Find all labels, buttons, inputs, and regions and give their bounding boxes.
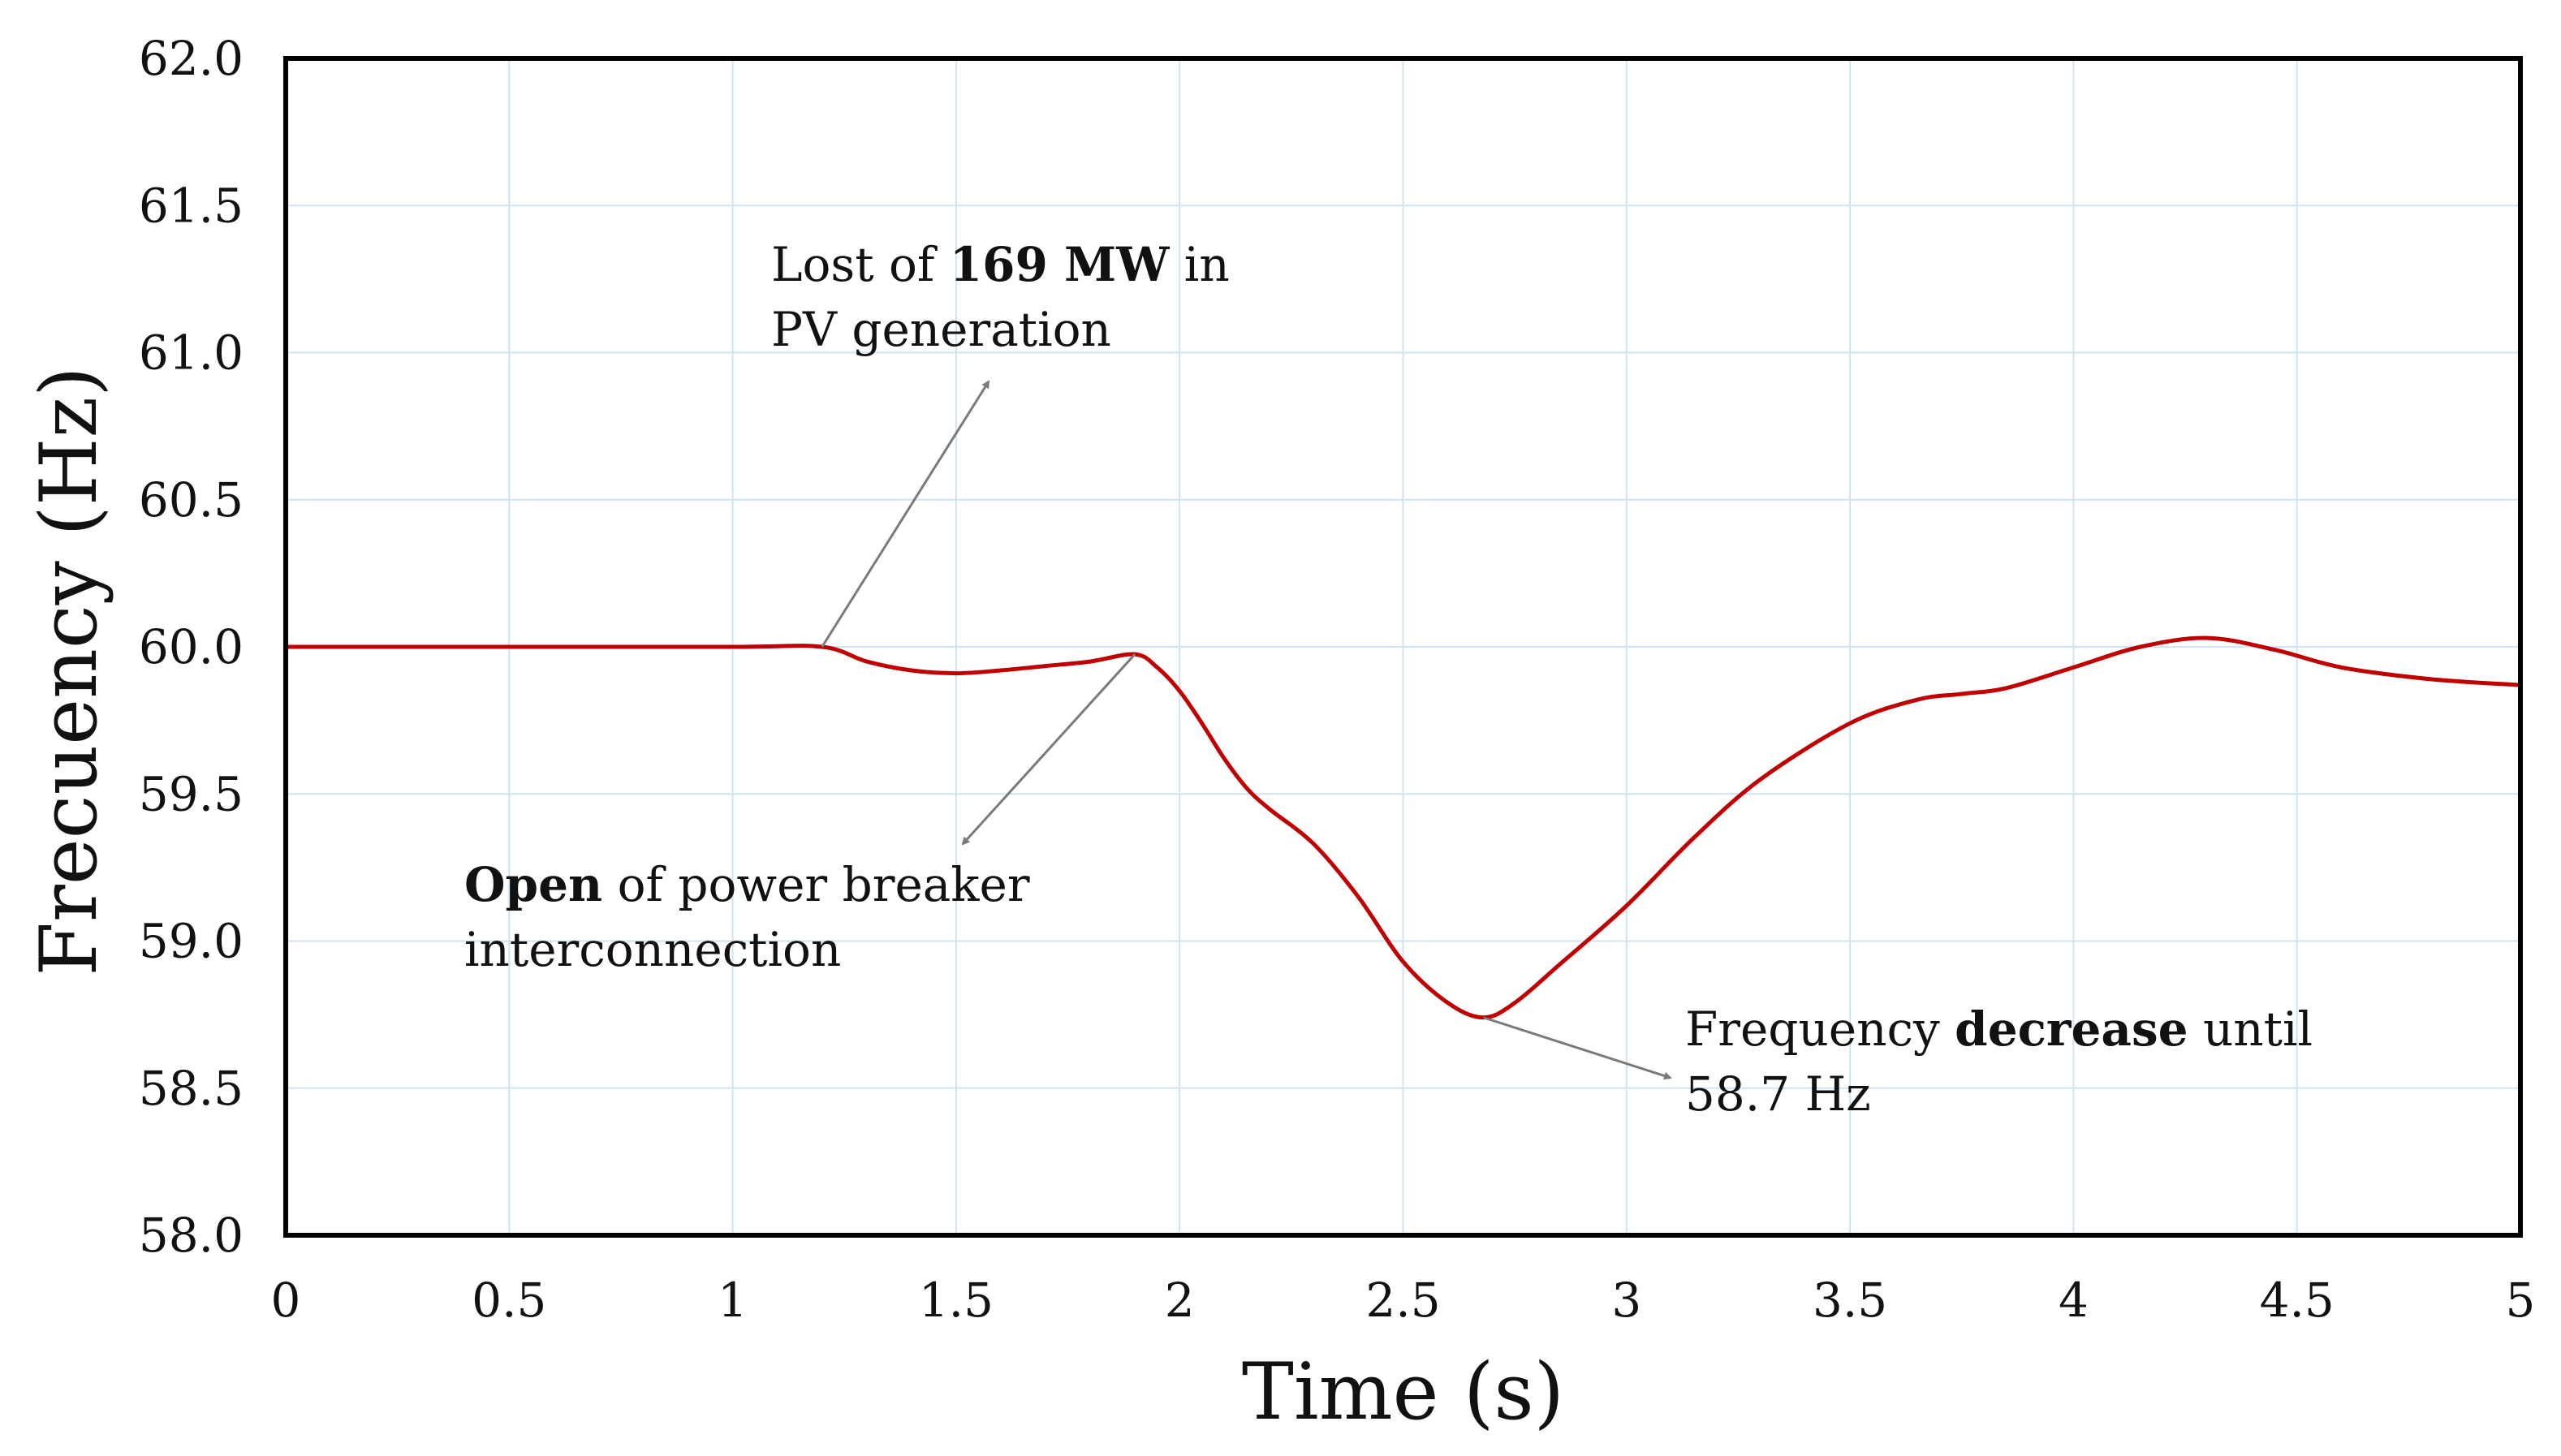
plot-frame [283, 56, 2523, 1238]
y-tick-label: 58.0 [139, 1208, 244, 1263]
x-tick-label: 2 [1165, 1273, 1195, 1328]
series-layer [285, 635, 2521, 1020]
x-tick-label: 4.5 [2260, 1273, 2335, 1328]
annotation-arrow-pv-loss [821, 380, 990, 648]
annotation-pv-loss: Lost of 169 MW in PV generation [771, 237, 1230, 357]
annotation-arrows [821, 380, 1672, 1080]
x-tick-label: 0.5 [472, 1273, 546, 1328]
y-tick-label: 61.0 [139, 325, 244, 381]
annotation-breaker-open: Open of power breaker interconnection [464, 857, 1030, 977]
y-tick-label: 61.5 [139, 178, 244, 233]
y-tick-label: 60.0 [139, 619, 244, 674]
x-tick-label: 1.5 [919, 1273, 994, 1328]
y-tick-label: 59.5 [139, 766, 244, 821]
y-axis-ticks: 58.0 58.5 59.0 59.5 60.0 60.5 61.0 61.5 62.0 [139, 31, 244, 1263]
x-tick-label: 5 [2506, 1273, 2536, 1328]
x-axis-title: Time (s) [1242, 1346, 1564, 1437]
x-tick-label: 0 [271, 1273, 301, 1328]
x-tick-label: 2.5 [1365, 1273, 1440, 1328]
x-tick-label: 4 [2059, 1273, 2089, 1328]
x-tick-label: 3.5 [1813, 1273, 1887, 1328]
series-line-frequency [285, 635, 2521, 1020]
y-axis-title: Frecuency (Hz) [24, 366, 114, 976]
y-tick-label: 59.0 [139, 914, 244, 969]
x-tick-label: 3 [1611, 1273, 1641, 1328]
annotation-arrow-freq-min [1483, 1016, 1672, 1080]
annotation-arrow-breaker-open [961, 653, 1136, 846]
x-axis-ticks: 0 0.5 1 1.5 2 2.5 3 3.5 4 4.5 5 [271, 1273, 2536, 1328]
annotation-freq-min: Frequency decrease until 58.7 Hz [1685, 1002, 2313, 1122]
y-tick-label: 58.5 [139, 1061, 244, 1116]
y-tick-label: 60.5 [139, 472, 244, 528]
annotations: Lost of 169 MW in PV generation Open of po… [464, 237, 2313, 1122]
x-tick-label: 1 [718, 1273, 748, 1328]
y-tick-label: 62.0 [139, 31, 244, 86]
